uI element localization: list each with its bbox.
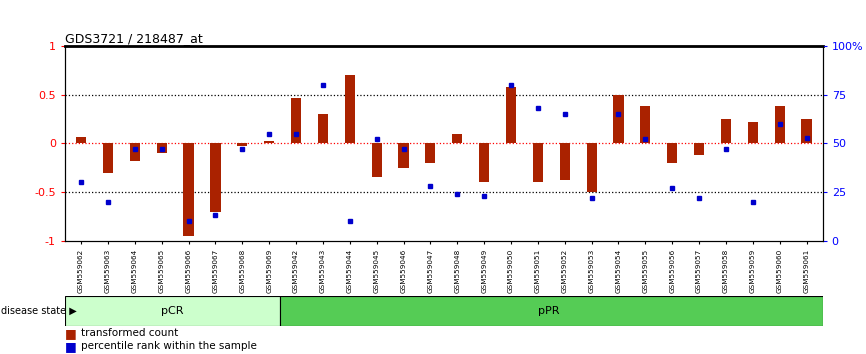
- Bar: [425, 143, 436, 163]
- Bar: [747, 122, 758, 143]
- Bar: [184, 143, 194, 236]
- Bar: [613, 95, 624, 143]
- Bar: [345, 75, 355, 143]
- Text: pCR: pCR: [161, 306, 184, 316]
- Text: ■: ■: [65, 327, 77, 340]
- Bar: [157, 143, 167, 153]
- Bar: [372, 143, 382, 177]
- Text: transformed count: transformed count: [81, 329, 178, 338]
- Bar: [264, 141, 275, 143]
- Bar: [640, 106, 650, 143]
- Bar: [280, 296, 823, 326]
- Text: ■: ■: [65, 340, 77, 353]
- Bar: [291, 98, 301, 143]
- Bar: [774, 106, 785, 143]
- Bar: [479, 143, 489, 182]
- Text: pPR: pPR: [538, 306, 559, 316]
- Bar: [506, 87, 516, 143]
- Bar: [586, 143, 597, 192]
- Bar: [65, 296, 280, 326]
- Bar: [452, 133, 462, 143]
- Bar: [559, 143, 570, 181]
- Bar: [801, 119, 811, 143]
- Bar: [130, 143, 140, 161]
- Bar: [237, 143, 248, 146]
- Bar: [318, 114, 328, 143]
- Bar: [398, 143, 409, 168]
- Text: percentile rank within the sample: percentile rank within the sample: [81, 341, 256, 351]
- Text: GDS3721 / 218487_at: GDS3721 / 218487_at: [65, 32, 203, 45]
- Bar: [103, 143, 113, 173]
- Bar: [721, 119, 731, 143]
- Bar: [667, 143, 677, 163]
- Bar: [76, 137, 87, 143]
- Bar: [210, 143, 221, 211]
- Bar: [533, 143, 543, 182]
- Text: disease state ▶: disease state ▶: [1, 306, 76, 316]
- Bar: [694, 143, 704, 155]
